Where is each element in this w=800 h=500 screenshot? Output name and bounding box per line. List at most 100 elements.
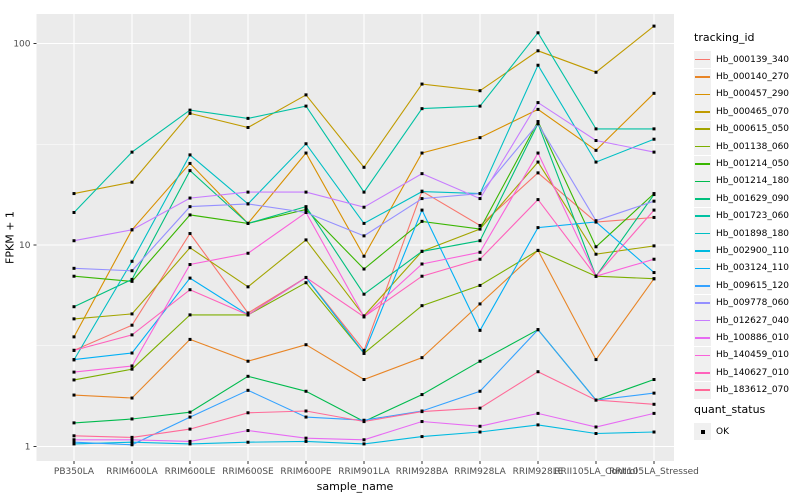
- data-point: [478, 430, 482, 434]
- legend-quant-status: quant_status OK: [694, 403, 766, 441]
- legend-item-label: Hb_001723_060: [716, 211, 790, 222]
- legend-key-box: [694, 120, 711, 138]
- legend-key-box: [694, 381, 711, 399]
- y-tick-label: 1: [25, 443, 31, 453]
- legend-key-box: [694, 364, 711, 382]
- data-point: [246, 411, 250, 415]
- legend-item-label: Hb_002900_110: [716, 245, 790, 256]
- data-point: [304, 275, 308, 279]
- data-point: [246, 388, 250, 392]
- legend-key-box: [694, 312, 711, 330]
- data-point: [72, 274, 76, 278]
- legend-line-icon: [695, 76, 710, 78]
- y-tick-label: 10: [19, 241, 31, 251]
- x-tick-label: RRIM928BA: [396, 467, 449, 477]
- data-point: [420, 172, 424, 176]
- data-point: [130, 333, 134, 337]
- legend-key-box: [694, 85, 711, 103]
- data-point: [188, 439, 192, 443]
- legend-item-ok: OK: [694, 423, 765, 441]
- data-point: [362, 205, 366, 209]
- data-point: [536, 63, 540, 67]
- legend2-title: quant_status: [694, 403, 766, 416]
- data-point: [536, 107, 540, 111]
- data-point: [72, 440, 76, 444]
- legend-key-box: [694, 329, 711, 347]
- data-point: [72, 192, 76, 196]
- data-point: [594, 398, 598, 402]
- data-point: [536, 171, 540, 175]
- legend-item-label: Hb_000140_270: [716, 72, 790, 83]
- legend-key-box: [694, 207, 711, 225]
- data-point: [130, 443, 134, 447]
- data-point: [536, 328, 540, 332]
- data-point: [420, 356, 424, 360]
- data-point: [130, 417, 134, 421]
- data-point: [188, 169, 192, 173]
- data-point: [130, 364, 134, 368]
- data-point: [304, 409, 308, 413]
- data-point: [478, 424, 482, 428]
- legend-line-icon: [695, 180, 710, 183]
- legend-key-box: [694, 103, 711, 121]
- data-point: [420, 197, 424, 201]
- data-point: [536, 411, 540, 415]
- data-point: [536, 120, 540, 124]
- data-point: [536, 198, 540, 202]
- data-point: [130, 279, 134, 283]
- legend-item-Hb_140627_010: Hb_140627_010: [694, 364, 789, 382]
- data-point: [478, 136, 482, 140]
- legend-key-box: [694, 225, 711, 243]
- legend-key-box: [694, 259, 711, 277]
- data-point: [362, 190, 366, 194]
- data-point: [652, 430, 656, 434]
- data-point: [188, 108, 192, 112]
- data-point: [362, 438, 366, 442]
- data-point: [594, 160, 598, 164]
- data-point: [246, 116, 250, 120]
- legend-item-label: Hb_001214_180: [716, 176, 790, 187]
- data-point: [72, 335, 76, 339]
- data-point: [188, 313, 192, 317]
- x-axis-title: sample_name: [316, 480, 394, 493]
- data-point: [304, 205, 308, 209]
- data-point: [362, 315, 366, 319]
- legend-item-label: Hb_001214_050: [716, 159, 790, 170]
- data-point: [246, 374, 250, 378]
- legend-key-box: [694, 423, 711, 441]
- data-point: [362, 254, 366, 258]
- data-point: [188, 232, 192, 236]
- data-point: [478, 406, 482, 410]
- data-point: [594, 358, 598, 362]
- x-tick-label: RRII105LA_Control: [554, 467, 637, 477]
- legend-item-label: Hb_140459_010: [716, 350, 790, 361]
- legend-line-icon: [695, 163, 710, 165]
- data-point: [420, 249, 424, 253]
- data-point: [652, 378, 656, 382]
- data-point: [594, 245, 598, 249]
- data-point: [420, 219, 424, 223]
- data-point: [652, 193, 656, 197]
- legend-line-icon: [695, 371, 710, 374]
- legend-item-Hb_001214_180: Hb_001214_180: [694, 172, 790, 190]
- legend-title: tracking_id: [694, 31, 755, 44]
- data-point: [304, 142, 308, 146]
- data-point: [246, 221, 250, 225]
- data-point: [72, 317, 76, 321]
- data-point: [536, 151, 540, 155]
- data-point: [652, 391, 656, 395]
- data-point: [594, 127, 598, 131]
- data-point: [72, 239, 76, 243]
- data-point: [246, 285, 250, 289]
- data-point: [594, 425, 598, 429]
- data-point: [536, 101, 540, 105]
- data-point: [652, 244, 656, 248]
- legend-tracking-id: tracking_id Hb_000139_340 Hb_000140_270 Hb…: [694, 31, 789, 399]
- data-point: [246, 251, 250, 255]
- data-point: [478, 283, 482, 287]
- data-point: [188, 427, 192, 431]
- legend-item-Hb_000457_290: Hb_000457_290: [694, 85, 789, 103]
- legend-item-label: Hb_183612_070: [716, 385, 790, 396]
- data-point: [304, 436, 308, 440]
